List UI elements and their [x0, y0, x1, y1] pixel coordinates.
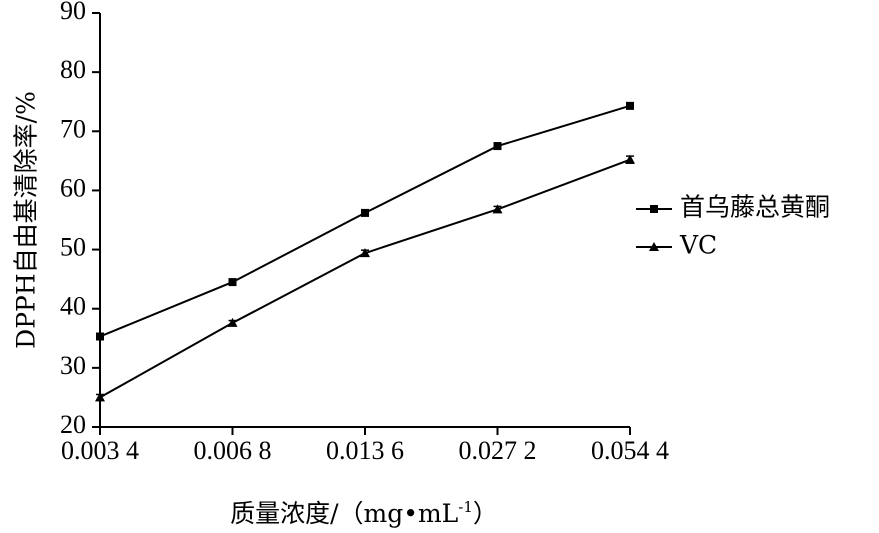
y-tick-label: 90 — [60, 0, 86, 25]
x-ticks: 0.003 4 0.006 8 0.013 6 0.027 2 0.054 4 — [61, 427, 669, 465]
y-tick-label: 40 — [60, 292, 86, 321]
y-tick-label: 50 — [60, 233, 86, 262]
data-point-square — [96, 332, 104, 341]
legend-label: 首乌藤总黄酮 — [680, 193, 830, 222]
data-point-square — [650, 205, 658, 213]
data-point-triangle — [625, 154, 635, 164]
data-point-triangle — [649, 242, 659, 251]
series-line — [99, 104, 631, 338]
data-point-triangle — [95, 392, 105, 402]
x-tick-label: 0.054 4 — [591, 436, 669, 465]
series-2 — [95, 154, 635, 402]
x-axis-label-text: 质量浓度/（mg•mL — [230, 499, 458, 528]
series-line — [99, 158, 631, 399]
legend-label: VC — [679, 231, 717, 260]
x-tick-label: 0.027 2 — [459, 436, 537, 465]
x-axis-label: 质量浓度/（mg•mL-1） — [230, 498, 498, 528]
y-tick-label: 60 — [60, 173, 86, 202]
series-layer — [95, 101, 635, 402]
data-point-triangle — [227, 317, 238, 327]
legend: 首乌藤总黄酮 VC — [636, 193, 830, 260]
data-point-square — [361, 208, 369, 217]
data-point-triangle — [360, 248, 370, 258]
x-tick-label: 0.006 8 — [194, 436, 272, 465]
x-axis-label-superscript: -1 — [458, 498, 473, 516]
y-axis-label: DPPH自由基清除率/% — [12, 91, 41, 349]
data-point-triangle — [492, 204, 503, 214]
y-tick-label: 20 — [60, 410, 86, 439]
x-tick-label: 0.003 4 — [61, 436, 139, 465]
y-tick-label: 30 — [60, 351, 86, 380]
x-tick-label: 0.013 6 — [326, 436, 404, 465]
data-point-square — [228, 278, 237, 287]
y-tick-label: 80 — [60, 55, 86, 84]
y-tick-label: 70 — [60, 114, 86, 143]
axes — [99, 13, 630, 428]
series-1 — [96, 101, 634, 341]
y-ticks: 20 30 40 50 60 70 80 90 — [60, 0, 100, 439]
data-point-square — [626, 101, 634, 110]
x-axis-label-close: ） — [473, 499, 498, 528]
data-point-square — [493, 142, 502, 151]
